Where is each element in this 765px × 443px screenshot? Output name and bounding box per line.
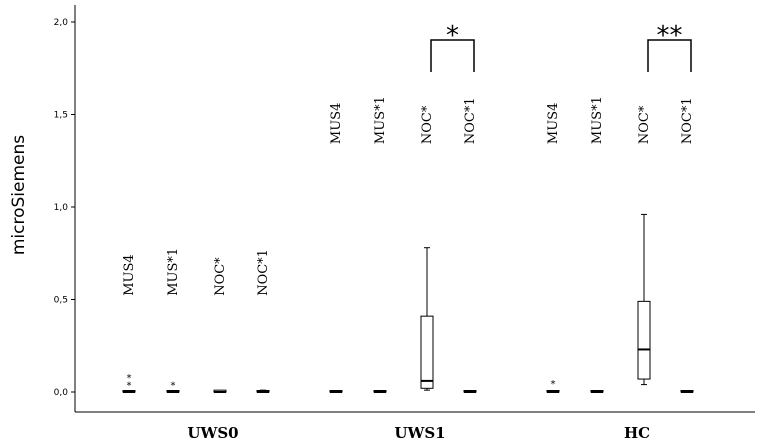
box xyxy=(637,300,651,380)
condition-label: MUS*1 xyxy=(373,96,388,144)
box xyxy=(420,315,434,389)
y-ticks: 0,0 0,5 1,0 1,5 2,0 xyxy=(54,18,75,398)
condition-label: MUS4 xyxy=(329,103,344,144)
condition-label: NOC*1 xyxy=(463,97,478,144)
group-label: UWS1 xyxy=(394,424,445,442)
significance-label: ** xyxy=(657,21,683,51)
group-label: HC xyxy=(624,424,650,442)
condition-label: MUS4 xyxy=(546,103,561,144)
significance-bracket xyxy=(647,39,692,72)
group-hc: HC MUS4 * MUS*1 NOC* NOC*1 ** xyxy=(546,21,695,442)
condition-label: NOC* xyxy=(637,105,652,144)
condition-label: NOC*1 xyxy=(256,249,271,296)
outlier-marker: * xyxy=(171,381,176,392)
outlier-marker: * xyxy=(127,381,132,392)
condition-label: MUS*1 xyxy=(590,96,605,144)
group-uws1: UWS1 MUS4 MUS*1 NOC* NOC*1 * xyxy=(329,21,478,442)
outlier-marker: * xyxy=(127,373,132,384)
y-axis-label: microSiemens xyxy=(9,135,29,255)
condition-label: NOC*1 xyxy=(680,97,695,144)
y-tick-label: 0,5 xyxy=(54,296,68,306)
significance-label: * xyxy=(446,21,459,51)
y-tick-label: 1,5 xyxy=(54,111,68,121)
condition-label: NOC* xyxy=(213,257,228,296)
y-tick-label: 1,0 xyxy=(54,203,69,213)
condition-label: NOC* xyxy=(420,105,435,144)
condition-label: MUS*1 xyxy=(166,248,181,296)
outlier-marker: * xyxy=(551,379,556,390)
y-tick-label: 2,0 xyxy=(54,18,69,28)
group-label: UWS0 xyxy=(187,424,238,442)
condition-label: MUS4 xyxy=(122,254,137,295)
significance-bracket xyxy=(430,39,475,72)
y-tick-label: 0,0 xyxy=(54,388,69,398)
